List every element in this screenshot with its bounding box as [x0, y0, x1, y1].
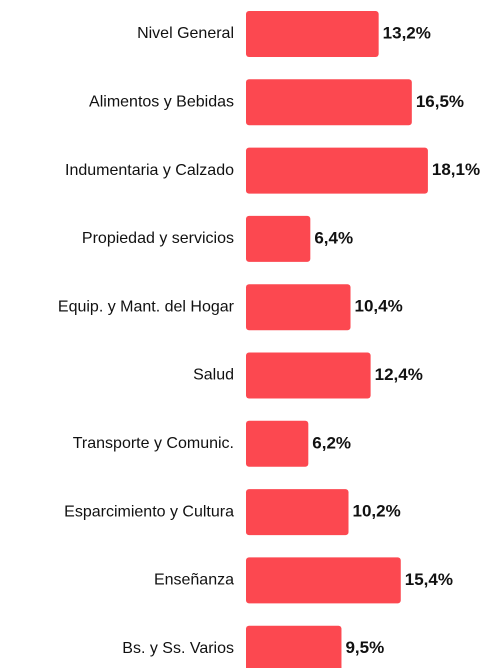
bar: [246, 11, 379, 57]
value-label: 18,1%: [432, 160, 480, 179]
category-label: Bs. y Ss. Varios: [122, 640, 234, 657]
value-label: 10,4%: [355, 297, 403, 316]
category-label: Propiedad y servicios: [82, 230, 234, 247]
category-label: Esparcimiento y Cultura: [64, 503, 234, 520]
value-label: 12,4%: [375, 365, 423, 384]
category-label: Alimentos y Bebidas: [89, 94, 234, 111]
value-label: 9,5%: [345, 638, 384, 657]
category-label: Enseñanza: [154, 572, 234, 589]
category-label: Transporte y Comunic.: [73, 435, 234, 452]
value-label: 13,2%: [383, 23, 431, 42]
bar: [246, 147, 428, 194]
bar: [246, 215, 311, 262]
bar: [246, 625, 342, 668]
category-label: Equip. y Mant. del Hogar: [58, 298, 235, 315]
value-label: 16,5%: [416, 92, 464, 111]
bar: [246, 489, 349, 536]
category-label: Nivel General: [137, 25, 234, 42]
value-label: 15,4%: [405, 570, 453, 589]
bar: [246, 420, 309, 467]
bar: [246, 557, 401, 604]
category-label: Indumentaria y Calzado: [65, 162, 234, 179]
category-label: Salud: [193, 367, 234, 384]
value-label: 6,2%: [312, 433, 351, 452]
bar: [246, 352, 371, 399]
value-label: 10,2%: [353, 502, 401, 521]
bar: [246, 79, 412, 126]
value-label: 6,4%: [314, 228, 353, 247]
bar: [246, 284, 351, 331]
